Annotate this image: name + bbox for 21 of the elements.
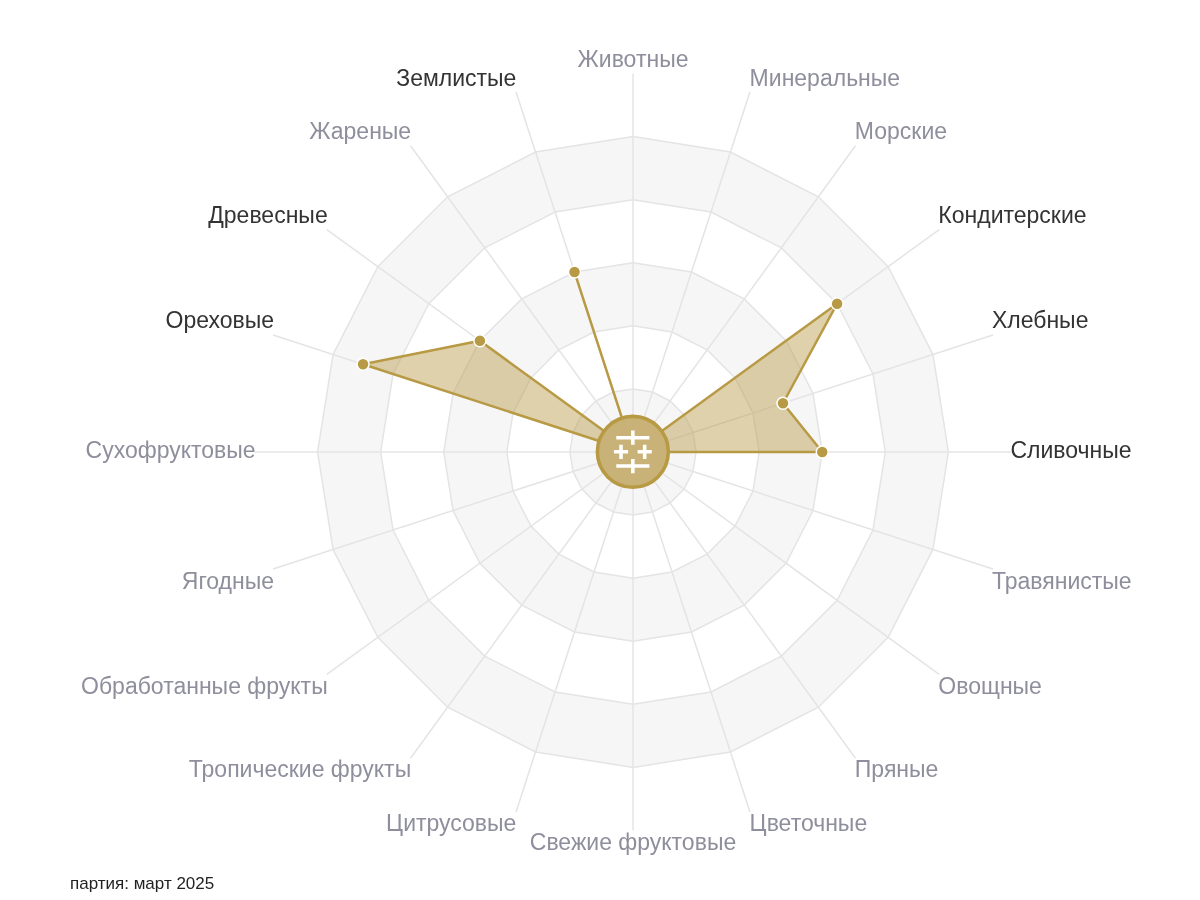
spoke-label: Цветочные xyxy=(749,810,868,837)
spoke-label: Древесные xyxy=(208,201,328,228)
spoke-label: Цитрусовые xyxy=(386,810,517,837)
spoke-label: Ягодные xyxy=(181,567,275,594)
spoke-label: Овощные xyxy=(938,672,1042,699)
spoke-label: Сухофруктовые xyxy=(85,437,256,464)
spoke-label: Хлебные xyxy=(991,306,1089,333)
spoke-label: Обработанные фрукты xyxy=(81,672,328,699)
spoke-label: Животные xyxy=(577,46,689,73)
spoke-label: Тропические фрукты xyxy=(188,756,412,783)
spoke-label: Кондитерские xyxy=(938,201,1087,228)
spoke-label: Минеральные xyxy=(749,64,901,91)
spoke-label: Свежие фруктовые xyxy=(529,828,737,855)
spoke-label: Травянистые xyxy=(991,567,1132,594)
spoke-label: Ореховые xyxy=(165,306,275,333)
text: партия: март 2025 xyxy=(70,874,215,894)
spoke-label: Сливочные xyxy=(1010,437,1132,464)
spoke-label: Землистые xyxy=(396,64,517,91)
spoke-label: Пряные xyxy=(854,756,939,783)
spoke-label: Жареные xyxy=(309,118,412,145)
spoke-label: Морские xyxy=(854,118,948,145)
